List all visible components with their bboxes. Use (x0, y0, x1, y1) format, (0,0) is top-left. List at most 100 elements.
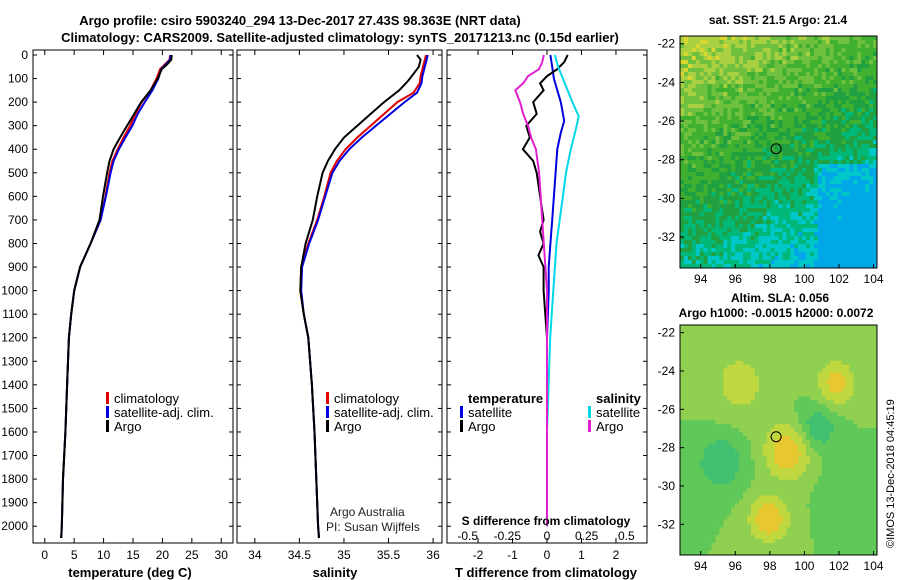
map-cell (821, 144, 827, 149)
map-cell (869, 325, 874, 330)
map-cell (786, 184, 791, 189)
map-cell (766, 224, 772, 229)
map-x-tick-label-102: 102 (829, 272, 849, 286)
map-cell (810, 443, 815, 449)
map-cell (802, 392, 807, 397)
map-cell (810, 184, 815, 189)
map-cell (735, 459, 740, 465)
map-cell (845, 156, 850, 161)
map-cell (833, 152, 839, 157)
map-cell (703, 156, 709, 161)
map-cell (774, 436, 779, 441)
map-cell (691, 372, 697, 378)
map-cell (707, 160, 713, 165)
map-cell (821, 252, 827, 257)
map-cell (683, 248, 689, 253)
map-cell (683, 459, 689, 465)
map-cell (825, 360, 831, 366)
map-cell (790, 368, 795, 374)
map-cell (841, 376, 846, 382)
map-cell (873, 396, 878, 401)
map-cell (810, 440, 815, 445)
map-cell (735, 200, 740, 205)
map-cell (845, 168, 850, 173)
map-cell (849, 388, 854, 393)
map-cell (841, 364, 846, 370)
map-cell (865, 48, 870, 53)
map-cell (758, 96, 764, 101)
map-cell (723, 164, 728, 169)
map-cell (837, 380, 843, 385)
map-cell (794, 160, 799, 165)
map-cell (770, 68, 776, 73)
map-cell (778, 228, 783, 233)
map-cell (861, 232, 866, 237)
map-cell (739, 44, 744, 49)
map-cell (739, 56, 744, 61)
map-cell (869, 443, 874, 449)
map-cell (825, 132, 831, 137)
map-cell (813, 188, 819, 193)
map-cell (727, 432, 732, 437)
map-cell (762, 463, 768, 469)
map-cell (731, 184, 736, 189)
map-cell (770, 164, 776, 169)
map-cell (813, 140, 819, 145)
map-cell (845, 208, 850, 213)
map-cell (813, 216, 819, 221)
map-cell (699, 88, 705, 93)
map-cell (774, 192, 779, 197)
map-cell (813, 148, 819, 153)
map-cell (680, 116, 685, 121)
map-cell (691, 128, 697, 133)
map-cell (715, 76, 720, 81)
map-cell (758, 248, 764, 253)
map-cell (770, 459, 776, 465)
map-cell (703, 200, 709, 205)
map-cell (821, 216, 827, 221)
map-cell (861, 396, 866, 401)
map-cell (837, 60, 843, 65)
map-cell (750, 176, 756, 181)
map-cell (711, 80, 716, 85)
map-cell (857, 332, 862, 338)
map-cell (687, 184, 693, 189)
map-cell (841, 424, 846, 429)
map-cell (746, 436, 752, 441)
map-cell (849, 76, 854, 81)
map-cell (687, 136, 693, 141)
map-cell (786, 384, 791, 389)
map-cell (699, 436, 705, 441)
map-cell (829, 84, 835, 89)
map-cell (798, 360, 803, 366)
map-cell (869, 64, 874, 69)
map-cell (707, 447, 713, 453)
map-cell (703, 360, 709, 366)
map-cell (774, 144, 779, 149)
map-cell (735, 72, 740, 77)
map-cell (837, 204, 843, 209)
map-cell (739, 184, 744, 189)
map-cell (707, 332, 713, 338)
map-cell (711, 388, 716, 393)
map-cell (829, 216, 835, 221)
map-cell (735, 132, 740, 137)
map-cell (849, 348, 854, 354)
map-cell (719, 424, 724, 429)
map-cell (739, 200, 744, 205)
map-cell (691, 204, 697, 209)
map-cell (699, 128, 705, 133)
map-cell (869, 332, 874, 338)
map-cell (723, 72, 728, 77)
map-cell (857, 236, 862, 241)
map-cell (762, 92, 768, 97)
map-cell (770, 447, 776, 453)
map-cell (825, 64, 831, 69)
map-cell (735, 124, 740, 129)
map-cell (802, 220, 807, 225)
map-cell (707, 388, 713, 393)
map-cell (849, 420, 854, 425)
s-tick-label--0.5: -0.5 (457, 529, 478, 543)
map-cell (715, 228, 720, 233)
map-cell (711, 124, 716, 129)
